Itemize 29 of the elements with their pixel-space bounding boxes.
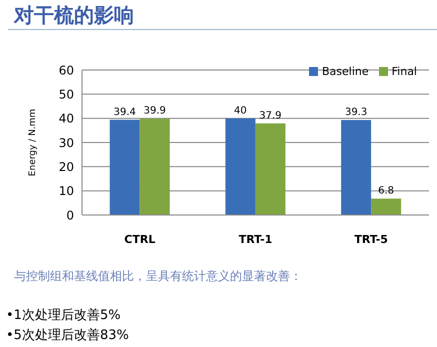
data-label: 39.4 [114, 106, 136, 118]
data-label: 39.9 [144, 106, 166, 117]
text: 与控制组和基线值相比，呈具有统计意义的显著改善： [14, 268, 302, 285]
bar [110, 120, 140, 215]
x-tick-label: CTRL [124, 232, 156, 246]
bar [371, 198, 402, 215]
x-tick-label: TRT-1 [238, 232, 272, 246]
x-tick-label: TRT-5 [354, 232, 388, 246]
y-tick-label: 50 [58, 87, 74, 102]
bar [341, 120, 372, 215]
bar [140, 118, 170, 215]
bar [255, 123, 286, 215]
y-tick-label: 30 [58, 136, 74, 150]
y-axis-title: Energy / N.mm [28, 108, 38, 176]
text: •5次处理后改善83% [6, 327, 129, 344]
y-tick-label: 60 [58, 63, 74, 78]
y-tick-label: 40 [58, 112, 74, 126]
data-label: 6.8 [378, 186, 394, 197]
data-label: 40 [234, 105, 247, 116]
y-tick-label: 0 [66, 208, 74, 222]
chart-title: 对干梳的影响 [14, 2, 134, 29]
y-tick-label: 20 [58, 160, 74, 174]
legend-label: Final [392, 65, 417, 78]
data-label: 39.3 [344, 107, 368, 118]
bar [225, 118, 256, 215]
text: •1次处理后改善5% [6, 307, 121, 324]
data-label: 37.9 [259, 110, 282, 122]
legend-label: Baseline [322, 65, 369, 78]
y-tick-label: 10 [58, 184, 74, 198]
